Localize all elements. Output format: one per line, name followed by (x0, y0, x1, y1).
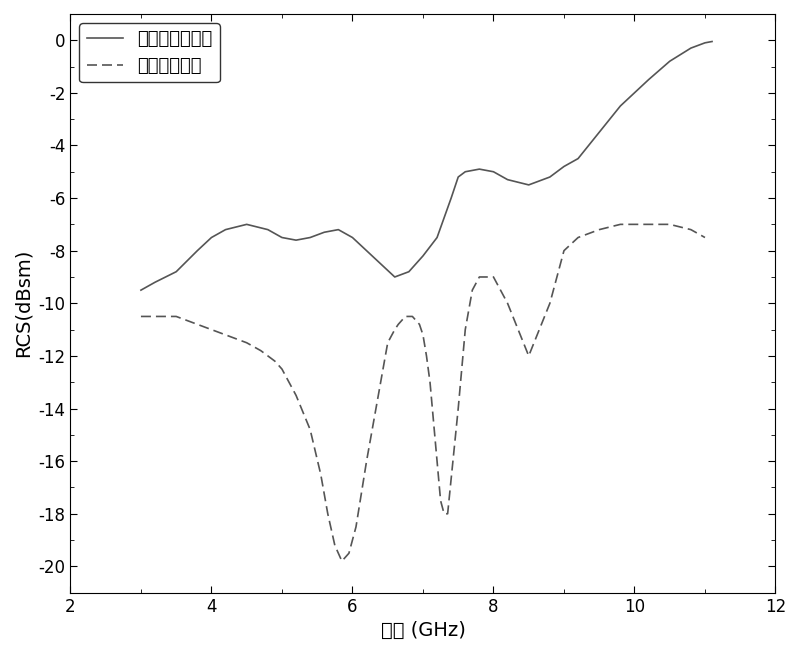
未加载吸波材料 (446, 194, 456, 202)
未加载吸波材料 (319, 228, 329, 236)
未加载吸波材料 (559, 163, 569, 171)
未加载吸波材料 (615, 102, 625, 110)
未加载吸波材料 (306, 233, 315, 241)
未加载吸波材料 (263, 226, 273, 233)
未加载吸波材料 (474, 165, 484, 173)
未加载吸波材料 (150, 279, 160, 286)
Legend: 未加载吸波材料, 加载吸波材料: 未加载吸波材料, 加载吸波材料 (79, 23, 220, 82)
未加载吸波材料 (404, 267, 414, 275)
未加载吸波材料 (291, 236, 301, 244)
未加载吸波材料 (700, 39, 710, 46)
未加载吸波材料 (171, 267, 181, 275)
未加载吸波材料 (524, 181, 534, 189)
未加载吸波材料 (630, 89, 639, 97)
未加载吸波材料 (193, 247, 202, 254)
未加载吸波材料 (665, 58, 674, 65)
Line: 未加载吸波材料: 未加载吸波材料 (141, 41, 712, 290)
未加载吸波材料 (362, 247, 371, 254)
加载吸波材料 (306, 426, 315, 434)
未加载吸波材料 (644, 76, 654, 84)
未加载吸波材料 (136, 286, 146, 294)
未加载吸波材料 (461, 168, 470, 176)
未加载吸波材料 (686, 44, 696, 52)
未加载吸波材料 (348, 233, 358, 241)
未加载吸波材料 (502, 176, 512, 184)
Y-axis label: RCS(dBsm): RCS(dBsm) (14, 249, 33, 358)
Line: 加载吸波材料: 加载吸波材料 (141, 224, 705, 561)
加载吸波材料 (344, 549, 354, 557)
未加载吸波材料 (454, 173, 463, 181)
未加载吸波材料 (376, 260, 386, 267)
未加载吸波材料 (242, 220, 251, 228)
加载吸波材料 (351, 523, 361, 531)
未加载吸波材料 (594, 128, 604, 136)
加载吸波材料 (615, 220, 625, 228)
未加载吸波材料 (545, 173, 554, 181)
未加载吸波材料 (489, 168, 498, 176)
未加载吸波材料 (206, 233, 216, 241)
未加载吸波材料 (574, 154, 583, 162)
未加载吸波材料 (334, 226, 343, 233)
未加载吸波材料 (707, 37, 717, 45)
加载吸波材料 (454, 405, 463, 413)
加载吸波材料 (700, 233, 710, 241)
加载吸波材料 (136, 313, 146, 320)
未加载吸波材料 (432, 233, 442, 241)
加载吸波材料 (337, 557, 346, 565)
未加载吸波材料 (418, 252, 428, 260)
未加载吸波材料 (221, 226, 230, 233)
加载吸波材料 (474, 273, 484, 281)
加载吸波材料 (686, 226, 696, 233)
未加载吸波材料 (277, 233, 286, 241)
未加载吸波材料 (390, 273, 399, 281)
X-axis label: 频率 (GHz): 频率 (GHz) (381, 621, 466, 640)
